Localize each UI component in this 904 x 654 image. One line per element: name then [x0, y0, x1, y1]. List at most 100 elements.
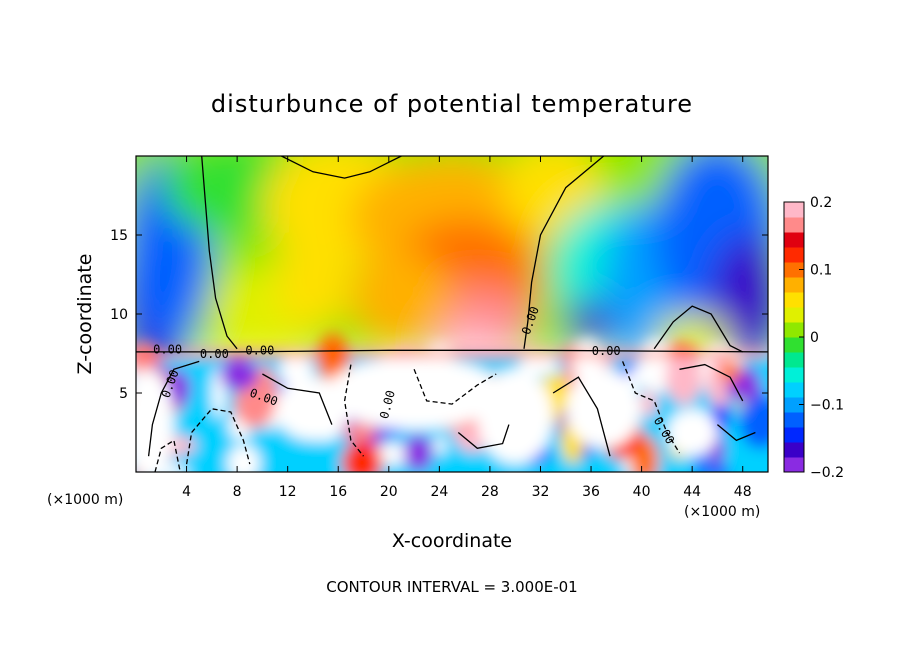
- x-tick-label: 16: [329, 484, 347, 500]
- x-tick-label: 24: [430, 484, 448, 500]
- contour-line: [136, 349, 768, 353]
- contour-label: 0.00: [592, 344, 621, 358]
- x-unit-label-left: (×1000 m): [47, 492, 123, 508]
- turbulent-eddy: [136, 342, 160, 373]
- contour-line: [185, 408, 251, 465]
- colorbar-swatch: [784, 352, 804, 368]
- contour-line: [653, 305, 743, 353]
- colorbar-tick-labels: 0.2 0.1 0 −0.1 −0.2: [799, 195, 844, 481]
- x-tick-label: 44: [683, 484, 701, 500]
- colorbar-swatch: [784, 397, 804, 413]
- colorbar-swatch: [784, 442, 804, 458]
- x-tick-label: 32: [532, 484, 550, 500]
- turbulent-eddy: [720, 361, 741, 383]
- turbulent-eddy: [725, 380, 763, 400]
- turbulent-eddy: [518, 355, 559, 376]
- y-axis-label: Z-coordinate: [74, 254, 96, 375]
- turbulent-eddy: [403, 434, 433, 472]
- x-tick-label: 12: [279, 484, 297, 500]
- colorbar: [784, 202, 804, 473]
- contour-interval-note: CONTOUR INTERVAL = 3.000E-01: [326, 578, 577, 596]
- y-tick-label: 5: [119, 386, 128, 402]
- saturated-zone: [325, 356, 503, 430]
- colorbar-tick-label: 0: [810, 330, 819, 346]
- contour-line: [716, 424, 756, 442]
- x-tick-label: 20: [380, 484, 398, 500]
- contour-line: [621, 361, 681, 454]
- turbulent-eddy: [343, 423, 377, 442]
- contour-lines: [136, 156, 768, 472]
- colorbar-swatch: [784, 262, 804, 278]
- colorbar-tick-label: −0.1: [810, 398, 844, 414]
- turbulent-eddy: [316, 333, 350, 384]
- saturated-zone: [477, 369, 554, 465]
- contour-label: 0.00: [153, 343, 182, 357]
- colorbar-swatch: [784, 292, 804, 308]
- field-blob: [565, 298, 617, 346]
- x-tick-label: 8: [233, 484, 242, 500]
- colorbar-swatch: [784, 412, 804, 428]
- contour-line: [154, 439, 181, 472]
- chart-title: disturbunce of potential temperature: [211, 90, 693, 118]
- upper-field-layer: [136, 156, 768, 378]
- turbulent-eddy: [629, 366, 649, 387]
- x-tick-label: 36: [582, 484, 600, 500]
- x-tick-label: 4: [182, 484, 191, 500]
- turbulent-eddy: [219, 358, 259, 391]
- colorbar-swatch: [784, 427, 804, 443]
- y-tick-label: 10: [110, 307, 128, 323]
- field-blob: [350, 250, 452, 346]
- colorbar-swatch: [784, 307, 804, 323]
- contour-line: [413, 369, 497, 405]
- interface-band: [136, 351, 768, 357]
- y-axis-ticks: 5 10 15: [110, 228, 768, 402]
- colorbar-tick-label: 0.1: [810, 263, 832, 279]
- contour-line: [343, 364, 365, 457]
- plot-area: [136, 156, 768, 472]
- contour-line: [201, 156, 238, 350]
- x-axis-ticks: 4 8 12 16 20 24 28 32 36 40 44 48: [182, 156, 752, 500]
- x-tick-label: 48: [734, 484, 752, 500]
- field-blob: [275, 235, 351, 330]
- turbulent-eddy: [665, 350, 702, 405]
- turbulent-eddy: [705, 465, 731, 472]
- contour-label: 0.00: [245, 343, 274, 357]
- saturated-zone: [565, 369, 642, 449]
- contour-label: 0.00: [200, 347, 229, 361]
- colorbar-swatch: [784, 322, 804, 338]
- colorbar-swatch: [784, 247, 804, 263]
- turbulent-field-layer: [136, 333, 768, 472]
- colorbar-swatch: [784, 382, 804, 398]
- turbulent-eddy: [433, 437, 447, 454]
- field-blob: [433, 325, 509, 357]
- colorbar-swatch: [784, 457, 804, 473]
- turbulent-eddy: [739, 394, 768, 449]
- colorbar-tick-label: −0.2: [810, 465, 844, 481]
- colorbar-swatch: [784, 202, 804, 218]
- turbulent-eddy: [371, 443, 416, 466]
- contour-line: [262, 373, 333, 425]
- x-tick-label: 28: [481, 484, 499, 500]
- colorbar-tick-label: 0.2: [810, 195, 832, 211]
- contour-line: [457, 424, 510, 449]
- x-tick-label: 40: [633, 484, 651, 500]
- saturated-zone: [666, 408, 718, 457]
- colorbar-swatch: [784, 337, 804, 353]
- saturated-zone: [275, 377, 351, 441]
- contour-line: [523, 156, 605, 349]
- turbulent-eddy: [341, 441, 383, 472]
- colorbar-swatch: [784, 277, 804, 293]
- x-unit-label-right: (×1000 m): [684, 504, 760, 520]
- colorbar-swatch: [784, 232, 804, 248]
- contour-line: [679, 363, 744, 402]
- y-tick-label: 15: [110, 228, 128, 244]
- x-axis-label: X-coordinate: [392, 530, 512, 552]
- turbulent-eddy: [234, 379, 275, 429]
- turbulent-eddy: [227, 444, 261, 472]
- turbulent-eddy: [164, 370, 191, 407]
- contour-line: [281, 156, 402, 179]
- contour-line: [147, 360, 200, 457]
- colorbar-swatch: [784, 217, 804, 233]
- contour-line: [552, 376, 611, 457]
